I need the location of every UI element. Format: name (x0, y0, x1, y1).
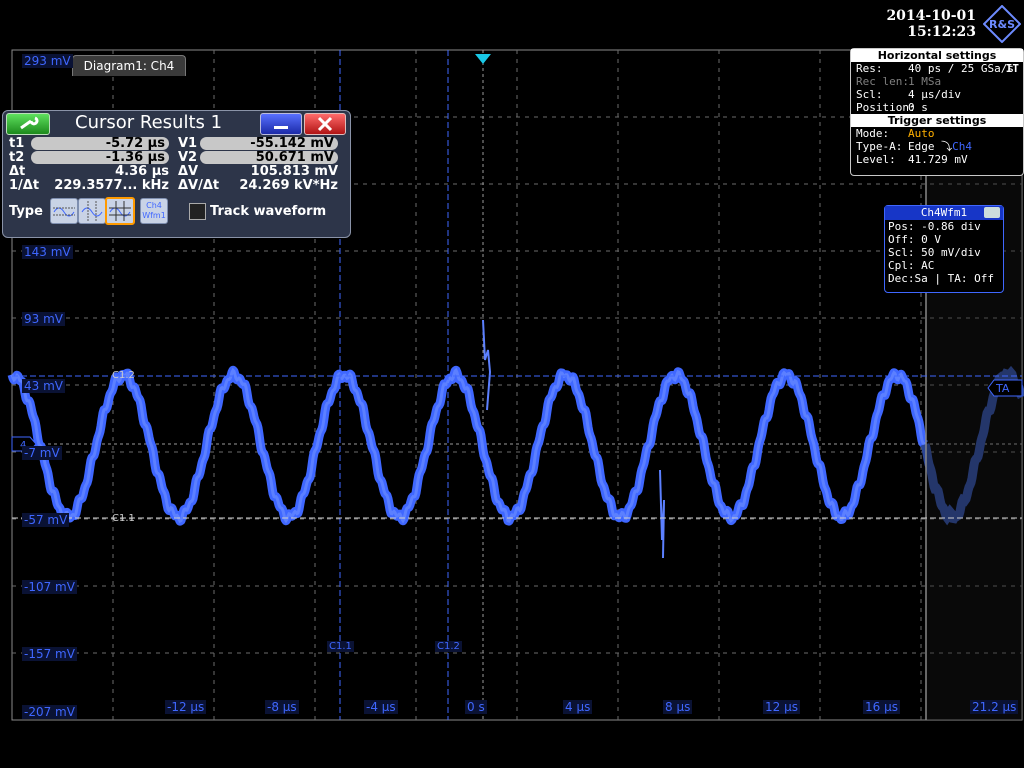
time-text: 15:12:23 (907, 24, 976, 40)
horizontal-cursor-type-button[interactable] (50, 198, 78, 224)
minimize-icon[interactable] (984, 207, 1000, 218)
cursor-lines: 4 TA (11, 50, 1023, 720)
dialog-title: Cursor Results 1 (75, 112, 223, 133)
y-axis-label: 143 mV (22, 245, 73, 259)
x-axis-label: 16 µs (863, 700, 900, 714)
horizontal-row: Position: 0 s (851, 101, 1023, 114)
wrench-icon[interactable] (6, 113, 50, 135)
trigger-marker-text: TA (995, 382, 1010, 395)
trace-dim-segment (920, 365, 1024, 526)
horizontal-row: Rec len: 1 MSa (851, 75, 1023, 88)
horizontal-row: Res: 40 ps / 25 GSa/s IT (851, 62, 1023, 75)
cursor-row-key1: 1/Δt (9, 178, 40, 193)
cursor-h1-label: C1.1 (112, 513, 135, 524)
channel-info-row: Pos: -0.86 div (888, 220, 981, 233)
cursor-v2-label: C1.2 (435, 641, 462, 652)
horizontal-row-value: 4 µs/div (908, 88, 961, 101)
cursor-row-value1: 229.3577... kHz (54, 178, 169, 193)
x-axis-label: -12 µs (165, 700, 207, 714)
cursor-row-value1: -1.36 µs (31, 151, 169, 164)
both-cursor-type-button[interactable] (105, 197, 135, 225)
cursor-row-value1: 4.36 µs (115, 164, 169, 179)
rs-logo-text: R&S (989, 18, 1015, 31)
y-axis-label: -207 mV (22, 705, 77, 719)
horizontal-row-key: Rec len: (856, 75, 909, 88)
y-axis-label: 43 mV (22, 379, 65, 393)
trigger-mode-value: Auto (908, 127, 935, 140)
cursor-h2-label: C1.2 (112, 370, 135, 381)
horizontal-row-value: 0 s (908, 101, 928, 114)
channel-info-row: Dec:Sa | TA: Off (888, 272, 994, 285)
channel-info-box[interactable]: Ch4Wfm1 Pos: -0.86 div Off: 0 V Scl: 50 mV… (884, 205, 1004, 293)
x-axis-label: 21.2 µs (970, 700, 1019, 714)
cursor-v1-label: C1.1 (327, 641, 354, 652)
channel-marker-text: 4 (20, 440, 26, 451)
falling-edge-icon: ⤵ (941, 140, 953, 153)
horizontal-row-key: Position: (856, 101, 916, 114)
trace-line (10, 367, 927, 524)
horizontal-row-value: 40 ps / 25 GSa/s (908, 62, 1014, 75)
channel-title: Ch4Wfm1 (920, 206, 968, 219)
cursor-row-key1: t2 (9, 150, 25, 165)
y-axis-label: -57 mV (22, 513, 70, 527)
cursor-row-value2: 50.671 mV (200, 151, 338, 164)
x-axis-label: 8 µs (663, 700, 693, 714)
cursor-row-value2: 24.269 kV*Hz (239, 178, 338, 193)
cursor-row-key1: t1 (9, 136, 25, 151)
horizontal-row-key: Scl: (856, 88, 883, 101)
horizontal-row: Scl: 4 µs/div (851, 88, 1023, 101)
rs-logo: R&S (983, 5, 1021, 43)
cursor-row-key2: ΔV/Δt (178, 178, 220, 193)
minimize-button[interactable] (260, 113, 302, 135)
trigger-level-marker (987, 379, 1023, 397)
y-axis-label: -107 mV (22, 580, 77, 594)
settings-panel[interactable]: Horizontal settings Res: 40 ps / 25 GSa/s… (850, 48, 1024, 176)
vertical-cursor-type-button[interactable] (78, 198, 106, 224)
type-label: Type (9, 204, 43, 219)
y-axis-label: -7 mV (22, 446, 62, 460)
cursor-row-key1: Δt (9, 164, 26, 179)
trigger-settings-title: Trigger settings (851, 114, 1023, 127)
trigger-level-label: Level: (856, 153, 896, 166)
y-axis-label: 93 mV (22, 312, 65, 326)
x-axis-label: 12 µs (763, 700, 800, 714)
cursor-row-key2: ΔV (178, 164, 199, 179)
horizontal-row-value: 1 MSa (908, 75, 942, 88)
channel-info-row: Cpl: AC (888, 259, 935, 272)
track-waveform-checkbox[interactable] (189, 203, 206, 220)
trace-spike (659, 469, 665, 559)
channel-info-row: Off: 0 V (888, 233, 941, 246)
x-axis-label: -4 µs (364, 700, 398, 714)
track-waveform-label: Track waveform (210, 204, 327, 219)
cursor-row-value2: 105.813 mV (250, 164, 338, 179)
close-button[interactable] (304, 113, 346, 135)
diagram-tab[interactable]: Diagram1: Ch4 (72, 55, 186, 76)
trigger-level-value: 41.729 mV (908, 153, 968, 166)
cursor-row-key2: V2 (178, 150, 198, 165)
y-axis-label: 293 mV (22, 54, 73, 68)
trigger-type-label: Type-A: (856, 140, 903, 153)
date-text: 2014-10-01 (886, 8, 976, 24)
x-axis-label: -8 µs (265, 700, 299, 714)
horizontal-row-key: Res: (856, 62, 883, 75)
interpolation-indicator: IT (1005, 62, 1019, 75)
trace-spike (482, 319, 492, 411)
trigger-position-marker (475, 54, 491, 64)
dialog-titlebar[interactable]: Cursor Results 1 (3, 111, 350, 135)
trigger-mode-label: Mode: (856, 127, 890, 140)
cursor-row-value1: -5.72 µs (31, 137, 169, 150)
cursor-row-key2: V1 (178, 136, 198, 151)
x-axis-label: 4 µs (563, 700, 593, 714)
channel-info-row: Scl: 50 mV/div (888, 246, 981, 259)
cursor-row-value2: -55.142 mV (200, 137, 338, 150)
y-axis-label: -157 mV (22, 647, 77, 661)
x-axis-label: 0 s (465, 700, 487, 714)
horizontal-settings-title: Horizontal settings (851, 49, 1023, 62)
trigger-type-value: Edge (908, 140, 935, 153)
trigger-channel: Ch4 (952, 140, 972, 153)
timestamp: 2014-10-01 15:12:23 (886, 8, 976, 40)
ch4-wfm1-source-button[interactable]: Ch4 Wfm1 (140, 198, 168, 224)
